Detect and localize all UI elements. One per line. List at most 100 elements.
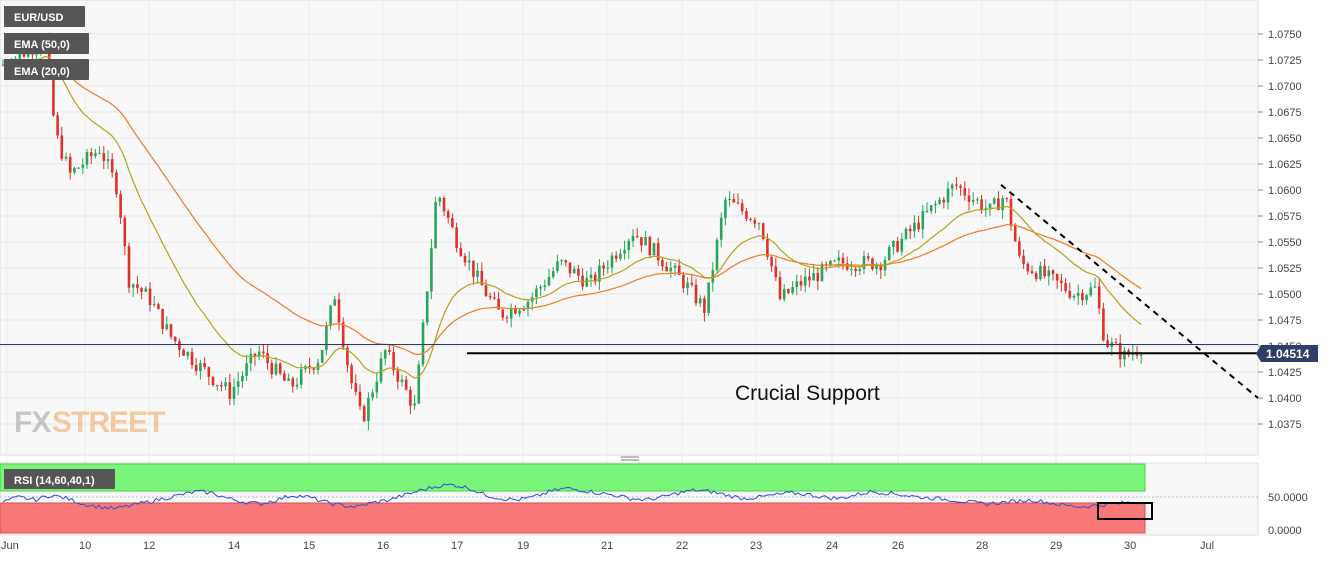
candle-body (438, 197, 442, 202)
pane-resize-handle[interactable] (621, 456, 639, 461)
candle-body (232, 386, 236, 399)
y-tick-label: 1.0750 (1268, 29, 1302, 41)
candle-body (295, 384, 299, 387)
candle-body (1060, 280, 1063, 283)
fxstreet-logo: FX STREET (14, 406, 166, 439)
candle-body (669, 267, 673, 272)
candle-body (1043, 265, 1046, 277)
symbol-chip[interactable]: EUR/USD (4, 6, 85, 27)
candle-body (950, 184, 954, 189)
x-tick-label: 15 (303, 540, 315, 552)
candle-body (245, 363, 248, 376)
candle-body (505, 317, 509, 319)
candle-body (211, 376, 215, 386)
x-tick-label: 29 (1050, 540, 1062, 552)
candle-body (148, 288, 152, 305)
candle-body (169, 324, 173, 337)
candle-body (115, 172, 118, 195)
y-tick-label: 1.0400 (1268, 393, 1302, 405)
candle-body (866, 256, 870, 259)
candle-body (551, 271, 555, 277)
x-tick-label: 16 (377, 540, 389, 552)
candle-body (110, 159, 114, 173)
ema20-chip[interactable]: EMA (20,0) (4, 59, 89, 80)
candle-body (94, 153, 97, 157)
candle-body (850, 268, 853, 270)
candle-body (350, 365, 353, 384)
y-tick-label: 1.0650 (1268, 133, 1302, 145)
candle-body (136, 284, 139, 289)
candle-body (1005, 198, 1009, 200)
candle-body (707, 282, 710, 313)
candle-body (493, 297, 496, 299)
candle-body (161, 308, 164, 330)
candle-body (585, 278, 589, 287)
candle-body (971, 199, 975, 202)
main-plot-background (0, 0, 1258, 455)
x-tick-label: 17 (451, 540, 463, 552)
candle-body (602, 265, 605, 269)
candle-body (799, 281, 803, 286)
y-tick-label: 1.0500 (1268, 289, 1302, 301)
candle-body (480, 270, 484, 286)
candle-body (698, 298, 702, 304)
candle-body (341, 322, 345, 348)
candle-body (451, 217, 454, 228)
candle-body (442, 197, 446, 212)
candle-body (68, 156, 72, 173)
candle-body (89, 152, 93, 157)
ema20-line (2, 55, 1142, 379)
candle-body (18, 52, 22, 59)
ema50-chip[interactable]: EMA (50,0) (4, 33, 89, 54)
candle-body (1055, 274, 1059, 281)
x-tick-label: 30 (1124, 540, 1136, 552)
candle-body (312, 368, 316, 370)
candle-body (497, 298, 500, 310)
candle-body (56, 115, 59, 136)
candle-body (287, 378, 290, 381)
candle-body (476, 270, 479, 277)
candle-body (896, 241, 899, 252)
candle-body (1089, 287, 1093, 296)
candle-body (430, 248, 433, 292)
rsi-line (2, 483, 1144, 510)
candle-body (1072, 295, 1076, 298)
candle-body (434, 201, 437, 249)
candle-body (102, 153, 106, 162)
candle-body (829, 260, 832, 266)
rsi-overbought-zone (0, 463, 1146, 492)
candle-body (787, 289, 790, 293)
candle-body (992, 198, 996, 204)
candle-body (677, 265, 681, 275)
candle-body (207, 367, 211, 377)
candle-body (257, 351, 261, 357)
candle-body (60, 135, 64, 159)
candle-body (572, 268, 576, 274)
candle-body (152, 304, 156, 306)
x-tick-label: 10 (79, 540, 91, 552)
y-tick-label: 1.0425 (1268, 367, 1302, 379)
candle-body (682, 274, 685, 289)
candle-body (354, 383, 358, 392)
candle-body (190, 352, 194, 365)
candle-body (194, 364, 198, 372)
candle-body (22, 52, 26, 57)
candle-body (358, 391, 362, 407)
candle-body (157, 304, 160, 309)
candle-body (64, 156, 68, 159)
candle-body (270, 363, 274, 375)
candle-body (526, 301, 530, 309)
candle-body (178, 341, 181, 350)
candle-body (375, 381, 379, 393)
rsi-chip[interactable]: RSI (14,60,40,1) (4, 469, 115, 489)
candle-body (619, 253, 622, 259)
candle-body (333, 299, 337, 306)
candle-body (119, 194, 122, 218)
candle-body (463, 255, 467, 263)
candle-body (1123, 350, 1126, 360)
candle-body (392, 351, 395, 371)
candle-body (543, 285, 547, 287)
candle-body (467, 260, 471, 263)
